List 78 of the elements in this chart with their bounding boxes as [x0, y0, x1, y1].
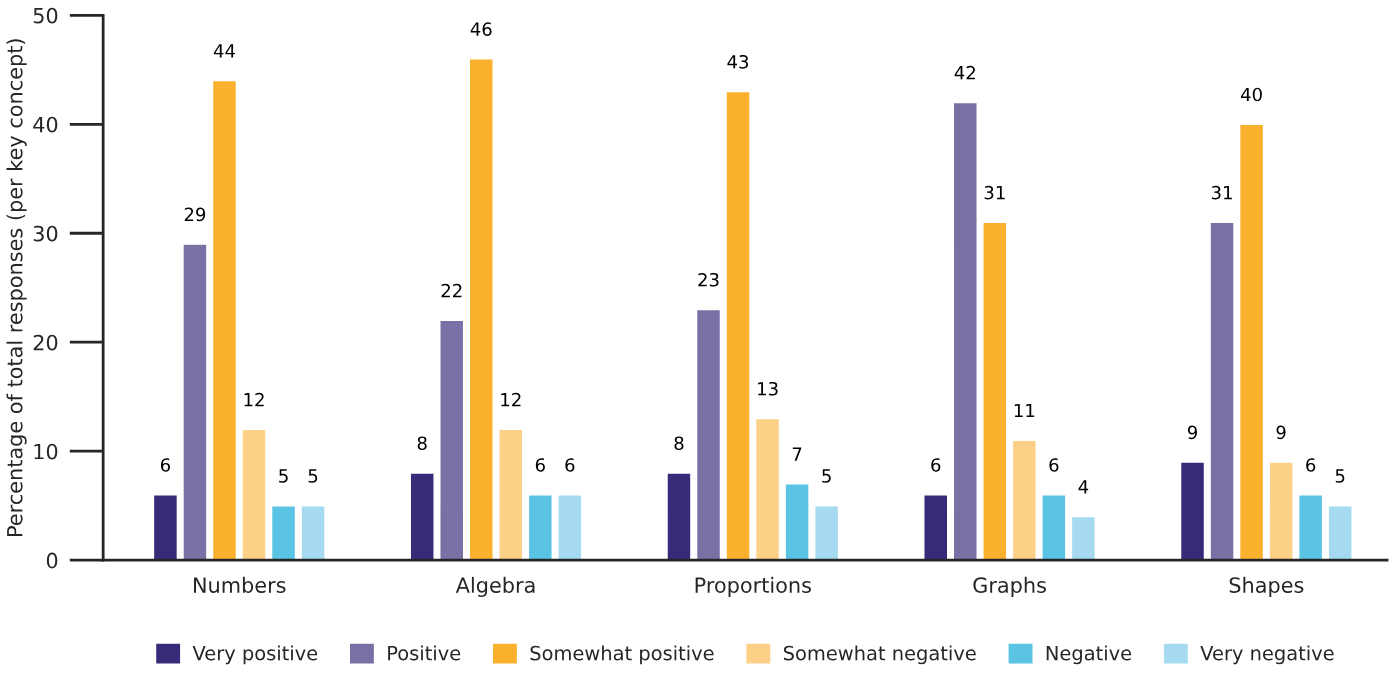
data-label: 12 [244, 392, 264, 407]
data-label: 29 [184, 207, 206, 222]
bar [813, 504, 840, 561]
bar [241, 428, 267, 561]
data-label: 6 [1306, 458, 1316, 472]
data-label: 5 [308, 469, 318, 483]
data-label: 8 [417, 436, 427, 451]
data-label: 40 [1240, 87, 1262, 102]
data-label: 9 [1276, 425, 1286, 440]
data-label: 6 [1049, 458, 1059, 472]
data-label: 6 [535, 458, 545, 472]
bar [725, 90, 751, 561]
data-label: 8 [674, 436, 684, 451]
bar [1238, 123, 1265, 561]
data-label: 23 [698, 272, 719, 287]
bar [952, 101, 978, 561]
data-label: 31 [1211, 185, 1232, 200]
bar [923, 494, 949, 561]
bar [1327, 504, 1353, 561]
data-label: 4 [1078, 480, 1089, 494]
bar [270, 504, 297, 561]
data-label: 12 [501, 392, 521, 407]
bar [1011, 439, 1037, 561]
x-tick-label: Algebra [455, 576, 535, 597]
data-label: 22 [441, 283, 462, 298]
data-label: 6 [565, 458, 575, 472]
bar [468, 58, 494, 561]
data-label: 46 [470, 22, 492, 36]
y-tick-label: 50 [33, 7, 58, 24]
legend-label: Somewhat positive [530, 645, 714, 665]
data-label: 6 [931, 458, 941, 472]
x-tick-label: Shapes [1229, 576, 1304, 597]
bar [182, 243, 208, 561]
y-axis-title: Percentage of total responses (per key concept) [6, 39, 27, 536]
data-label: 5 [1335, 469, 1345, 483]
y-tick-label: 40 [33, 116, 58, 133]
bar [300, 504, 326, 561]
bar [1179, 461, 1206, 561]
bar [1209, 221, 1235, 561]
data-label: 31 [984, 185, 1005, 200]
bar [754, 417, 781, 561]
data-label: 7 [792, 447, 802, 461]
legend-label: Very negative [1200, 645, 1334, 665]
bar [982, 221, 1008, 561]
y-tick-label: 30 [33, 225, 58, 242]
bar [409, 472, 435, 561]
x-tick-label: Numbers [194, 576, 286, 593]
legend-label: Very positive [192, 645, 318, 665]
data-label: 42 [954, 65, 975, 80]
y-tick-label: 10 [34, 443, 58, 460]
data-label: 44 [213, 44, 235, 58]
bar [527, 494, 553, 561]
data-label: 6 [160, 458, 171, 472]
bar [784, 483, 810, 561]
bar [695, 308, 722, 561]
bar [152, 494, 179, 561]
data-label: 5 [279, 469, 288, 483]
bar [1268, 461, 1294, 561]
bar [439, 319, 465, 561]
x-tick-label: Graphs [973, 576, 1046, 597]
data-label: 43 [727, 54, 749, 69]
y-tick-label: 20 [33, 334, 58, 351]
bar [211, 79, 238, 561]
bar [557, 494, 583, 561]
bar [498, 428, 524, 561]
y-tick-label: 0 [46, 552, 58, 569]
bar [1070, 515, 1097, 561]
data-label: 9 [1187, 425, 1197, 440]
bar [666, 472, 692, 561]
legend-label: Positive [388, 645, 461, 661]
data-label: 13 [758, 381, 778, 396]
data-label: 5 [822, 469, 831, 483]
bar [1298, 494, 1324, 561]
bar [1041, 494, 1067, 561]
data-label: 11 [1014, 403, 1035, 418]
legend-label: Somewhat negative [783, 645, 976, 665]
x-tick-label: Proportions [695, 576, 811, 597]
legend-label: Negative [1046, 645, 1132, 665]
